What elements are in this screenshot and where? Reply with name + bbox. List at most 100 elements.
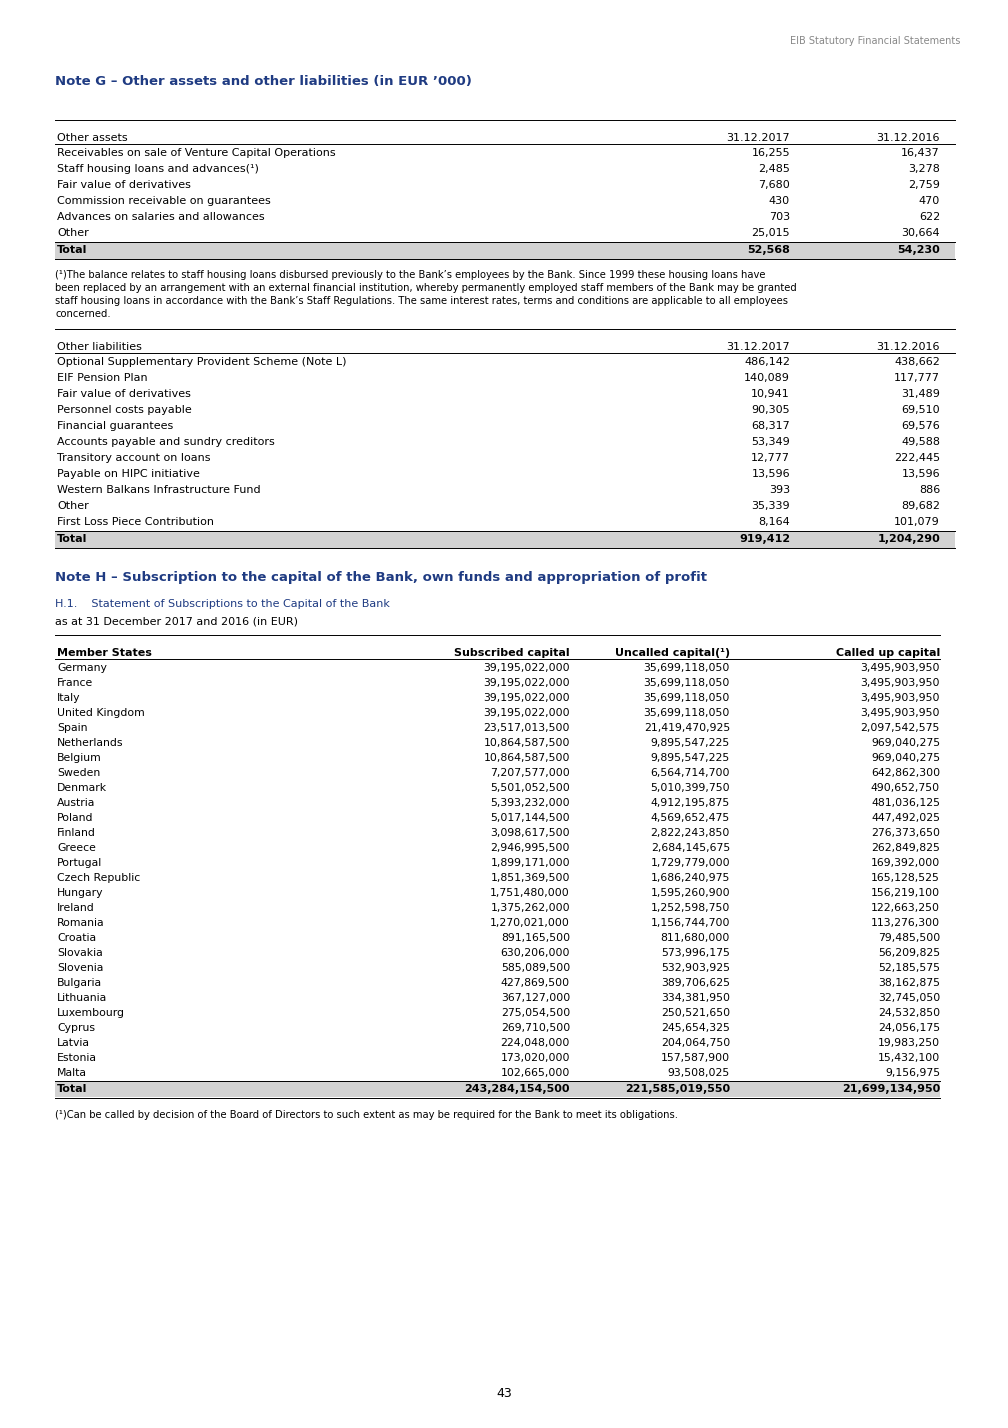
Text: Croatia: Croatia bbox=[57, 932, 96, 942]
Text: 891,165,500: 891,165,500 bbox=[501, 932, 570, 942]
Text: Transitory account on loans: Transitory account on loans bbox=[57, 453, 211, 463]
Text: 39,195,022,000: 39,195,022,000 bbox=[484, 663, 570, 673]
Text: 2,759: 2,759 bbox=[908, 180, 940, 190]
Text: Subscribed capital: Subscribed capital bbox=[455, 648, 570, 658]
Text: 35,699,118,050: 35,699,118,050 bbox=[644, 708, 730, 718]
Text: 10,864,587,500: 10,864,587,500 bbox=[484, 738, 570, 748]
Text: 262,849,825: 262,849,825 bbox=[871, 843, 940, 853]
Text: 31,489: 31,489 bbox=[901, 388, 940, 398]
Text: 156,219,100: 156,219,100 bbox=[871, 888, 940, 898]
Text: 9,895,547,225: 9,895,547,225 bbox=[651, 753, 730, 763]
Text: Optional Supplementary Provident Scheme (Note L): Optional Supplementary Provident Scheme … bbox=[57, 357, 347, 367]
Text: 811,680,000: 811,680,000 bbox=[660, 932, 730, 942]
Text: Financial guarantees: Financial guarantees bbox=[57, 421, 173, 431]
Text: 13,596: 13,596 bbox=[901, 468, 940, 478]
Text: Called up capital: Called up capital bbox=[836, 648, 940, 658]
Text: 10,864,587,500: 10,864,587,500 bbox=[484, 753, 570, 763]
Text: 6,564,714,700: 6,564,714,700 bbox=[650, 768, 730, 778]
Text: 102,665,000: 102,665,000 bbox=[501, 1068, 570, 1078]
Text: 334,381,950: 334,381,950 bbox=[661, 992, 730, 1002]
Text: 222,445: 222,445 bbox=[894, 453, 940, 463]
Text: 35,339: 35,339 bbox=[751, 501, 790, 511]
Text: 2,097,542,575: 2,097,542,575 bbox=[861, 723, 940, 733]
Text: 3,495,903,950: 3,495,903,950 bbox=[861, 708, 940, 718]
Text: Greece: Greece bbox=[57, 843, 96, 853]
Text: 52,185,575: 52,185,575 bbox=[878, 962, 940, 972]
Text: 32,745,050: 32,745,050 bbox=[878, 992, 940, 1002]
Text: Other: Other bbox=[57, 228, 89, 238]
Text: H.1.    Statement of Subscriptions to the Capital of the Bank: H.1. Statement of Subscriptions to the C… bbox=[55, 598, 390, 608]
Text: Ireland: Ireland bbox=[57, 902, 95, 912]
Text: 1,899,171,000: 1,899,171,000 bbox=[490, 858, 570, 868]
Text: United Kingdom: United Kingdom bbox=[57, 708, 145, 718]
Text: 1,686,240,975: 1,686,240,975 bbox=[650, 873, 730, 883]
Text: 39,195,022,000: 39,195,022,000 bbox=[484, 708, 570, 718]
Text: 1,204,290: 1,204,290 bbox=[877, 534, 940, 544]
Text: 173,020,000: 173,020,000 bbox=[501, 1052, 570, 1062]
Text: 13,596: 13,596 bbox=[751, 468, 790, 478]
Text: (¹)Can be called by decision of the Board of Directors to such extent as may be : (¹)Can be called by decision of the Boar… bbox=[55, 1110, 678, 1120]
Text: 56,209,825: 56,209,825 bbox=[878, 948, 940, 958]
Text: 5,501,052,500: 5,501,052,500 bbox=[490, 783, 570, 793]
Text: 275,054,500: 275,054,500 bbox=[501, 1008, 570, 1018]
Text: 5,010,399,750: 5,010,399,750 bbox=[650, 783, 730, 793]
Text: 9,156,975: 9,156,975 bbox=[885, 1068, 940, 1078]
Text: Finland: Finland bbox=[57, 828, 96, 838]
Text: Lithuania: Lithuania bbox=[57, 992, 107, 1002]
Bar bbox=[55, 531, 955, 548]
Text: Total: Total bbox=[57, 246, 88, 256]
Text: 1,595,260,900: 1,595,260,900 bbox=[650, 888, 730, 898]
Text: Poland: Poland bbox=[57, 813, 94, 823]
Text: 16,437: 16,437 bbox=[901, 149, 940, 159]
Text: Austria: Austria bbox=[57, 798, 96, 808]
Text: Other assets: Other assets bbox=[57, 133, 128, 143]
Text: 245,654,325: 245,654,325 bbox=[661, 1022, 730, 1032]
Text: Italy: Italy bbox=[57, 693, 81, 703]
Text: 224,048,000: 224,048,000 bbox=[501, 1038, 570, 1048]
Text: Note G – Other assets and other liabilities (in EUR ’000): Note G – Other assets and other liabilit… bbox=[55, 76, 472, 89]
Text: 165,128,525: 165,128,525 bbox=[871, 873, 940, 883]
Text: 490,652,750: 490,652,750 bbox=[871, 783, 940, 793]
Text: Accounts payable and sundry creditors: Accounts payable and sundry creditors bbox=[57, 437, 275, 447]
Text: 1,156,744,700: 1,156,744,700 bbox=[650, 918, 730, 928]
Text: staff housing loans in accordance with the Bank’s Staff Regulations. The same in: staff housing loans in accordance with t… bbox=[55, 296, 788, 306]
Text: 481,036,125: 481,036,125 bbox=[871, 798, 940, 808]
Text: Other: Other bbox=[57, 501, 89, 511]
Text: 919,412: 919,412 bbox=[739, 534, 790, 544]
Text: 389,706,625: 389,706,625 bbox=[661, 978, 730, 988]
Text: 90,305: 90,305 bbox=[751, 406, 790, 416]
Text: 93,508,025: 93,508,025 bbox=[667, 1068, 730, 1078]
Text: 221,585,019,550: 221,585,019,550 bbox=[625, 1084, 730, 1094]
Text: Total: Total bbox=[57, 534, 88, 544]
Text: Commission receivable on guarantees: Commission receivable on guarantees bbox=[57, 196, 271, 206]
Text: 8,164: 8,164 bbox=[758, 517, 790, 527]
Text: 49,588: 49,588 bbox=[901, 437, 940, 447]
Text: 1,252,598,750: 1,252,598,750 bbox=[650, 902, 730, 912]
Text: 4,569,652,475: 4,569,652,475 bbox=[651, 813, 730, 823]
Text: 69,510: 69,510 bbox=[901, 406, 940, 416]
Text: Netherlands: Netherlands bbox=[57, 738, 124, 748]
Text: 35,699,118,050: 35,699,118,050 bbox=[644, 678, 730, 688]
Text: 31.12.2016: 31.12.2016 bbox=[877, 133, 940, 143]
Text: concerned.: concerned. bbox=[55, 308, 111, 318]
Text: 35,699,118,050: 35,699,118,050 bbox=[644, 693, 730, 703]
Text: 630,206,000: 630,206,000 bbox=[501, 948, 570, 958]
Text: 5,017,144,500: 5,017,144,500 bbox=[490, 813, 570, 823]
Text: Receivables on sale of Venture Capital Operations: Receivables on sale of Venture Capital O… bbox=[57, 149, 336, 159]
Text: 7,207,577,000: 7,207,577,000 bbox=[490, 768, 570, 778]
Text: Latvia: Latvia bbox=[57, 1038, 90, 1048]
Text: Slovakia: Slovakia bbox=[57, 948, 103, 958]
Text: Bulgaria: Bulgaria bbox=[57, 978, 102, 988]
Text: EIB Statutory Financial Statements: EIB Statutory Financial Statements bbox=[789, 36, 960, 46]
Text: 15,432,100: 15,432,100 bbox=[878, 1052, 940, 1062]
Text: as at 31 December 2017 and 2016 (in EUR): as at 31 December 2017 and 2016 (in EUR) bbox=[55, 617, 298, 627]
Text: 622: 622 bbox=[918, 211, 940, 221]
Text: Fair value of derivatives: Fair value of derivatives bbox=[57, 180, 191, 190]
Text: 430: 430 bbox=[769, 196, 790, 206]
Text: 470: 470 bbox=[918, 196, 940, 206]
Text: Germany: Germany bbox=[57, 663, 107, 673]
Text: 886: 886 bbox=[918, 486, 940, 496]
Text: 10,941: 10,941 bbox=[751, 388, 790, 398]
Text: Staff housing loans and advances(¹): Staff housing loans and advances(¹) bbox=[57, 164, 259, 174]
Text: Advances on salaries and allowances: Advances on salaries and allowances bbox=[57, 211, 265, 221]
